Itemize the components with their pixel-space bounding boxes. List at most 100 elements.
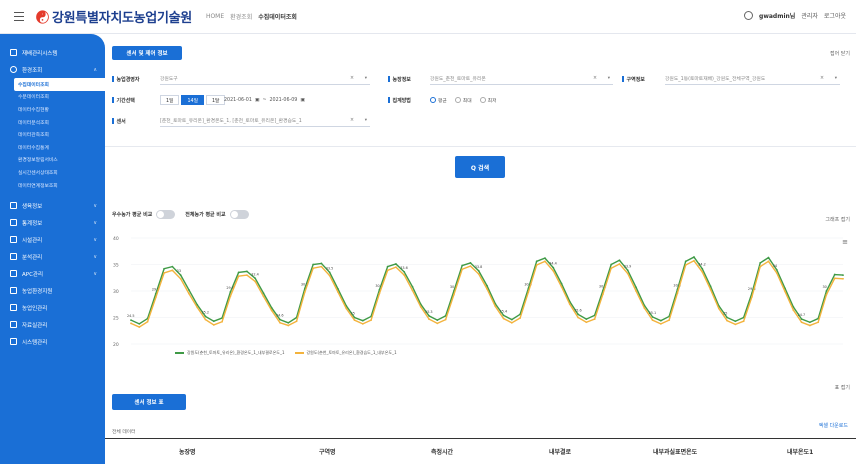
logout-button[interactable]: 로그아웃 xyxy=(823,13,846,20)
data-point[interactable] xyxy=(693,256,695,258)
data-point[interactable] xyxy=(229,295,232,298)
data-point[interactable] xyxy=(577,313,579,316)
data-point[interactable] xyxy=(808,324,811,327)
data-point[interactable] xyxy=(163,272,166,274)
menu-icon[interactable] xyxy=(14,12,24,21)
data-point[interactable] xyxy=(378,292,381,295)
data-point[interactable] xyxy=(544,257,546,260)
data-point[interactable] xyxy=(212,320,215,323)
data-point[interactable] xyxy=(337,287,339,290)
data-point[interactable] xyxy=(130,322,132,325)
data-point[interactable] xyxy=(345,307,348,310)
data-point[interactable] xyxy=(544,260,546,263)
app-logo[interactable]: ☯ 강원특별자치도농업기술원 xyxy=(36,10,192,25)
data-point[interactable] xyxy=(411,285,414,288)
data-point[interactable] xyxy=(486,287,488,290)
data-point[interactable] xyxy=(361,319,364,322)
data-point[interactable] xyxy=(403,271,406,273)
data-point[interactable] xyxy=(552,269,555,272)
data-point[interactable] xyxy=(237,275,240,278)
data-point[interactable] xyxy=(784,290,786,293)
data-point[interactable] xyxy=(742,320,745,323)
search-button[interactable]: Q 검색 xyxy=(455,156,505,178)
data-point[interactable] xyxy=(436,322,439,325)
all-farm-toggle[interactable] xyxy=(229,210,249,219)
agg-max-radio[interactable]: 최대 xyxy=(454,97,472,104)
data-point[interactable] xyxy=(328,274,331,277)
excel-download-button[interactable]: 엑셀 다운로드 xyxy=(818,423,848,429)
sidebar-sub-moisture[interactable]: 수분데이터조회 xyxy=(18,95,49,101)
period-14day-button[interactable]: 14일 xyxy=(181,95,204,105)
data-point[interactable] xyxy=(188,289,190,291)
data-point[interactable] xyxy=(320,265,323,268)
data-point[interactable] xyxy=(825,293,828,296)
data-point[interactable] xyxy=(312,267,315,270)
data-point[interactable] xyxy=(842,277,844,280)
data-point[interactable] xyxy=(577,316,579,319)
data-point[interactable] xyxy=(270,309,273,312)
data-point[interactable] xyxy=(560,285,563,288)
data-point[interactable] xyxy=(287,324,290,327)
chart-menu-icon[interactable]: ≡ xyxy=(842,238,848,246)
sensor-select[interactable]: [춘천_토마토_유리온]_환경온도_1, [춘천_토마토_유리온]_환경습도_1… xyxy=(160,115,370,127)
data-point[interactable] xyxy=(395,263,397,265)
data-point[interactable] xyxy=(312,263,315,266)
data-point[interactable] xyxy=(618,263,621,265)
col-zone[interactable]: 구역명 xyxy=(319,449,336,456)
data-point[interactable] xyxy=(602,293,604,296)
data-point[interactable] xyxy=(626,269,629,272)
data-point[interactable] xyxy=(221,320,223,323)
data-point[interactable] xyxy=(535,260,538,263)
sidebar-sub-collected[interactable]: 수집데이터조회 xyxy=(14,78,105,91)
clear-icon[interactable]: × xyxy=(819,76,824,81)
data-point[interactable] xyxy=(668,319,671,322)
data-point[interactable] xyxy=(188,292,190,295)
data-point[interactable] xyxy=(270,307,273,309)
data-point[interactable] xyxy=(411,289,414,292)
data-point[interactable] xyxy=(585,318,588,320)
data-point[interactable] xyxy=(825,290,828,292)
sidebar-item-system[interactable]: 시스템관리 xyxy=(0,333,105,350)
data-point[interactable] xyxy=(701,267,704,270)
data-point[interactable] xyxy=(477,269,480,272)
sidebar-sub-link[interactable]: 데이터연계정보조회 xyxy=(18,183,58,189)
data-point[interactable] xyxy=(204,318,207,321)
sensor-info-button[interactable]: 센서 및 제어 정보 xyxy=(112,46,182,60)
sidebar-sub-alert[interactable]: 환경정보알림서비스 xyxy=(18,158,58,164)
data-point[interactable] xyxy=(560,282,563,285)
data-point[interactable] xyxy=(527,291,530,293)
period-1day-button[interactable]: 1일 xyxy=(160,95,180,105)
sidebar-sub-observation[interactable]: 데이터관측조회 xyxy=(18,133,49,139)
data-point[interactable] xyxy=(651,316,654,318)
sidebar-item-support[interactable]: 농업환경지원 xyxy=(0,282,105,299)
data-point[interactable] xyxy=(386,265,389,268)
data-point[interactable] xyxy=(171,265,174,268)
data-point[interactable] xyxy=(353,316,356,319)
data-point[interactable] xyxy=(303,291,306,293)
data-point[interactable] xyxy=(717,307,720,310)
data-point[interactable] xyxy=(767,256,770,259)
col-farm[interactable]: 농장명 xyxy=(179,449,196,456)
data-point[interactable] xyxy=(808,321,811,324)
farm-info-select[interactable]: 강원도_춘천_토마토_유리온 × ▾ xyxy=(430,73,613,85)
sidebar-sub-sensor-status[interactable]: 실시간센서상태조회 xyxy=(18,170,58,176)
data-point[interactable] xyxy=(552,266,555,269)
data-point[interactable] xyxy=(179,277,182,280)
data-point[interactable] xyxy=(279,318,281,321)
sidebar-item-growth[interactable]: 생육정보 ∨ xyxy=(0,197,105,214)
series-line-1[interactable] xyxy=(130,259,844,328)
data-point[interactable] xyxy=(486,284,488,287)
legend-item[interactable]: 강원도(춘천_토마토_유리온)_환경온도_1_내부결로온도_1 xyxy=(175,350,285,356)
data-point[interactable] xyxy=(842,274,844,276)
data-point[interactable] xyxy=(428,315,430,317)
data-point[interactable] xyxy=(246,270,248,273)
data-point[interactable] xyxy=(494,305,497,308)
data-point[interactable] xyxy=(295,320,298,323)
data-point[interactable] xyxy=(568,303,571,306)
legend-item[interactable]: 강원도(춘천_토마토_유리온)_환경습도_1_내부온도_1 xyxy=(294,350,397,356)
data-point[interactable] xyxy=(510,318,513,321)
graph-fold-button[interactable]: 그래프 접기 xyxy=(825,217,850,223)
calendar-icon[interactable]: ▣ xyxy=(254,97,260,103)
data-point[interactable] xyxy=(784,287,786,290)
data-point[interactable] xyxy=(204,315,207,318)
